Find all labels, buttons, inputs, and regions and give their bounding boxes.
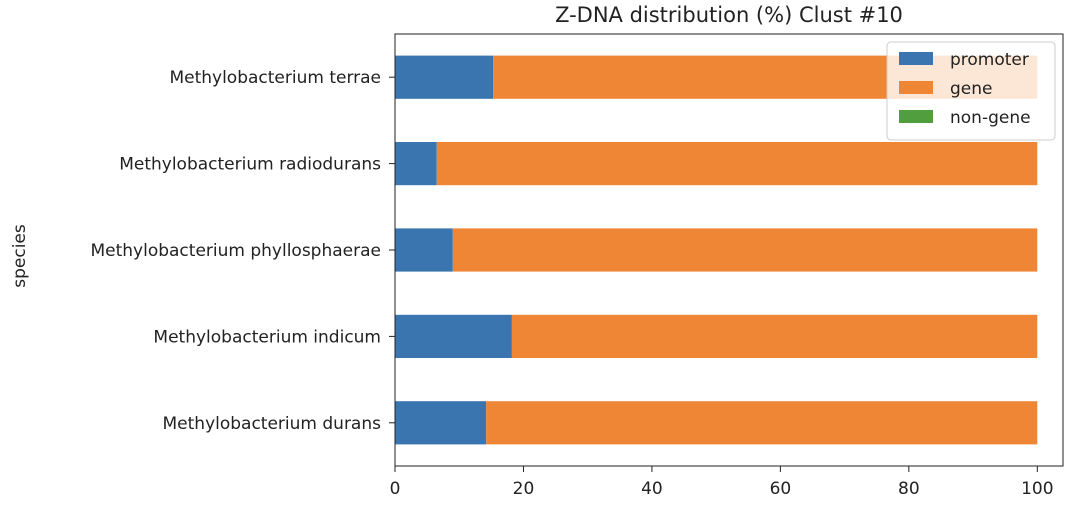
plot-frame: [394, 33, 1064, 467]
axes-group: Methylobacterium terrae Methylobacterium …: [90, 33, 1064, 499]
legend-label: non-gene: [950, 108, 1031, 128]
chart-title: Z-DNA distribution (%) Clust #10: [555, 3, 903, 27]
bar-gene: [452, 228, 1038, 272]
legend-swatch: [899, 110, 933, 123]
x-tick-label: 40: [641, 479, 663, 499]
legend-swatch: [899, 81, 933, 94]
legend-label: promoter: [950, 50, 1029, 70]
y-tick-label: Methylobacterium terrae: [169, 68, 381, 88]
y-tick-label: Methylobacterium phyllosphaerae: [90, 241, 381, 261]
x-tick-label: 80: [898, 479, 920, 499]
bar-gene: [511, 314, 1038, 358]
bar-promoter: [395, 401, 487, 445]
legend-label: gene: [950, 79, 992, 99]
x-tick-label: 0: [390, 479, 401, 499]
bar-gene: [486, 401, 1038, 445]
x-tick-label: 100: [1021, 479, 1053, 499]
bar-promoter: [395, 228, 453, 272]
bar-promoter: [395, 55, 494, 99]
y-tick-label: Methylobacterium radiodurans: [119, 155, 381, 175]
y-tick-label: Methylobacterium durans: [163, 414, 382, 434]
bar-promoter: [395, 142, 437, 186]
x-tick-label: 20: [513, 479, 535, 499]
bar-promoter: [395, 314, 512, 358]
legend-swatch: [899, 52, 933, 65]
x-tick-label: 60: [770, 479, 792, 499]
y-axis-label: species: [10, 224, 30, 288]
legend: promoter gene non-gene: [886, 41, 1056, 141]
bar-gene: [436, 142, 1038, 186]
y-tick-label: Methylobacterium indicum: [153, 327, 381, 347]
